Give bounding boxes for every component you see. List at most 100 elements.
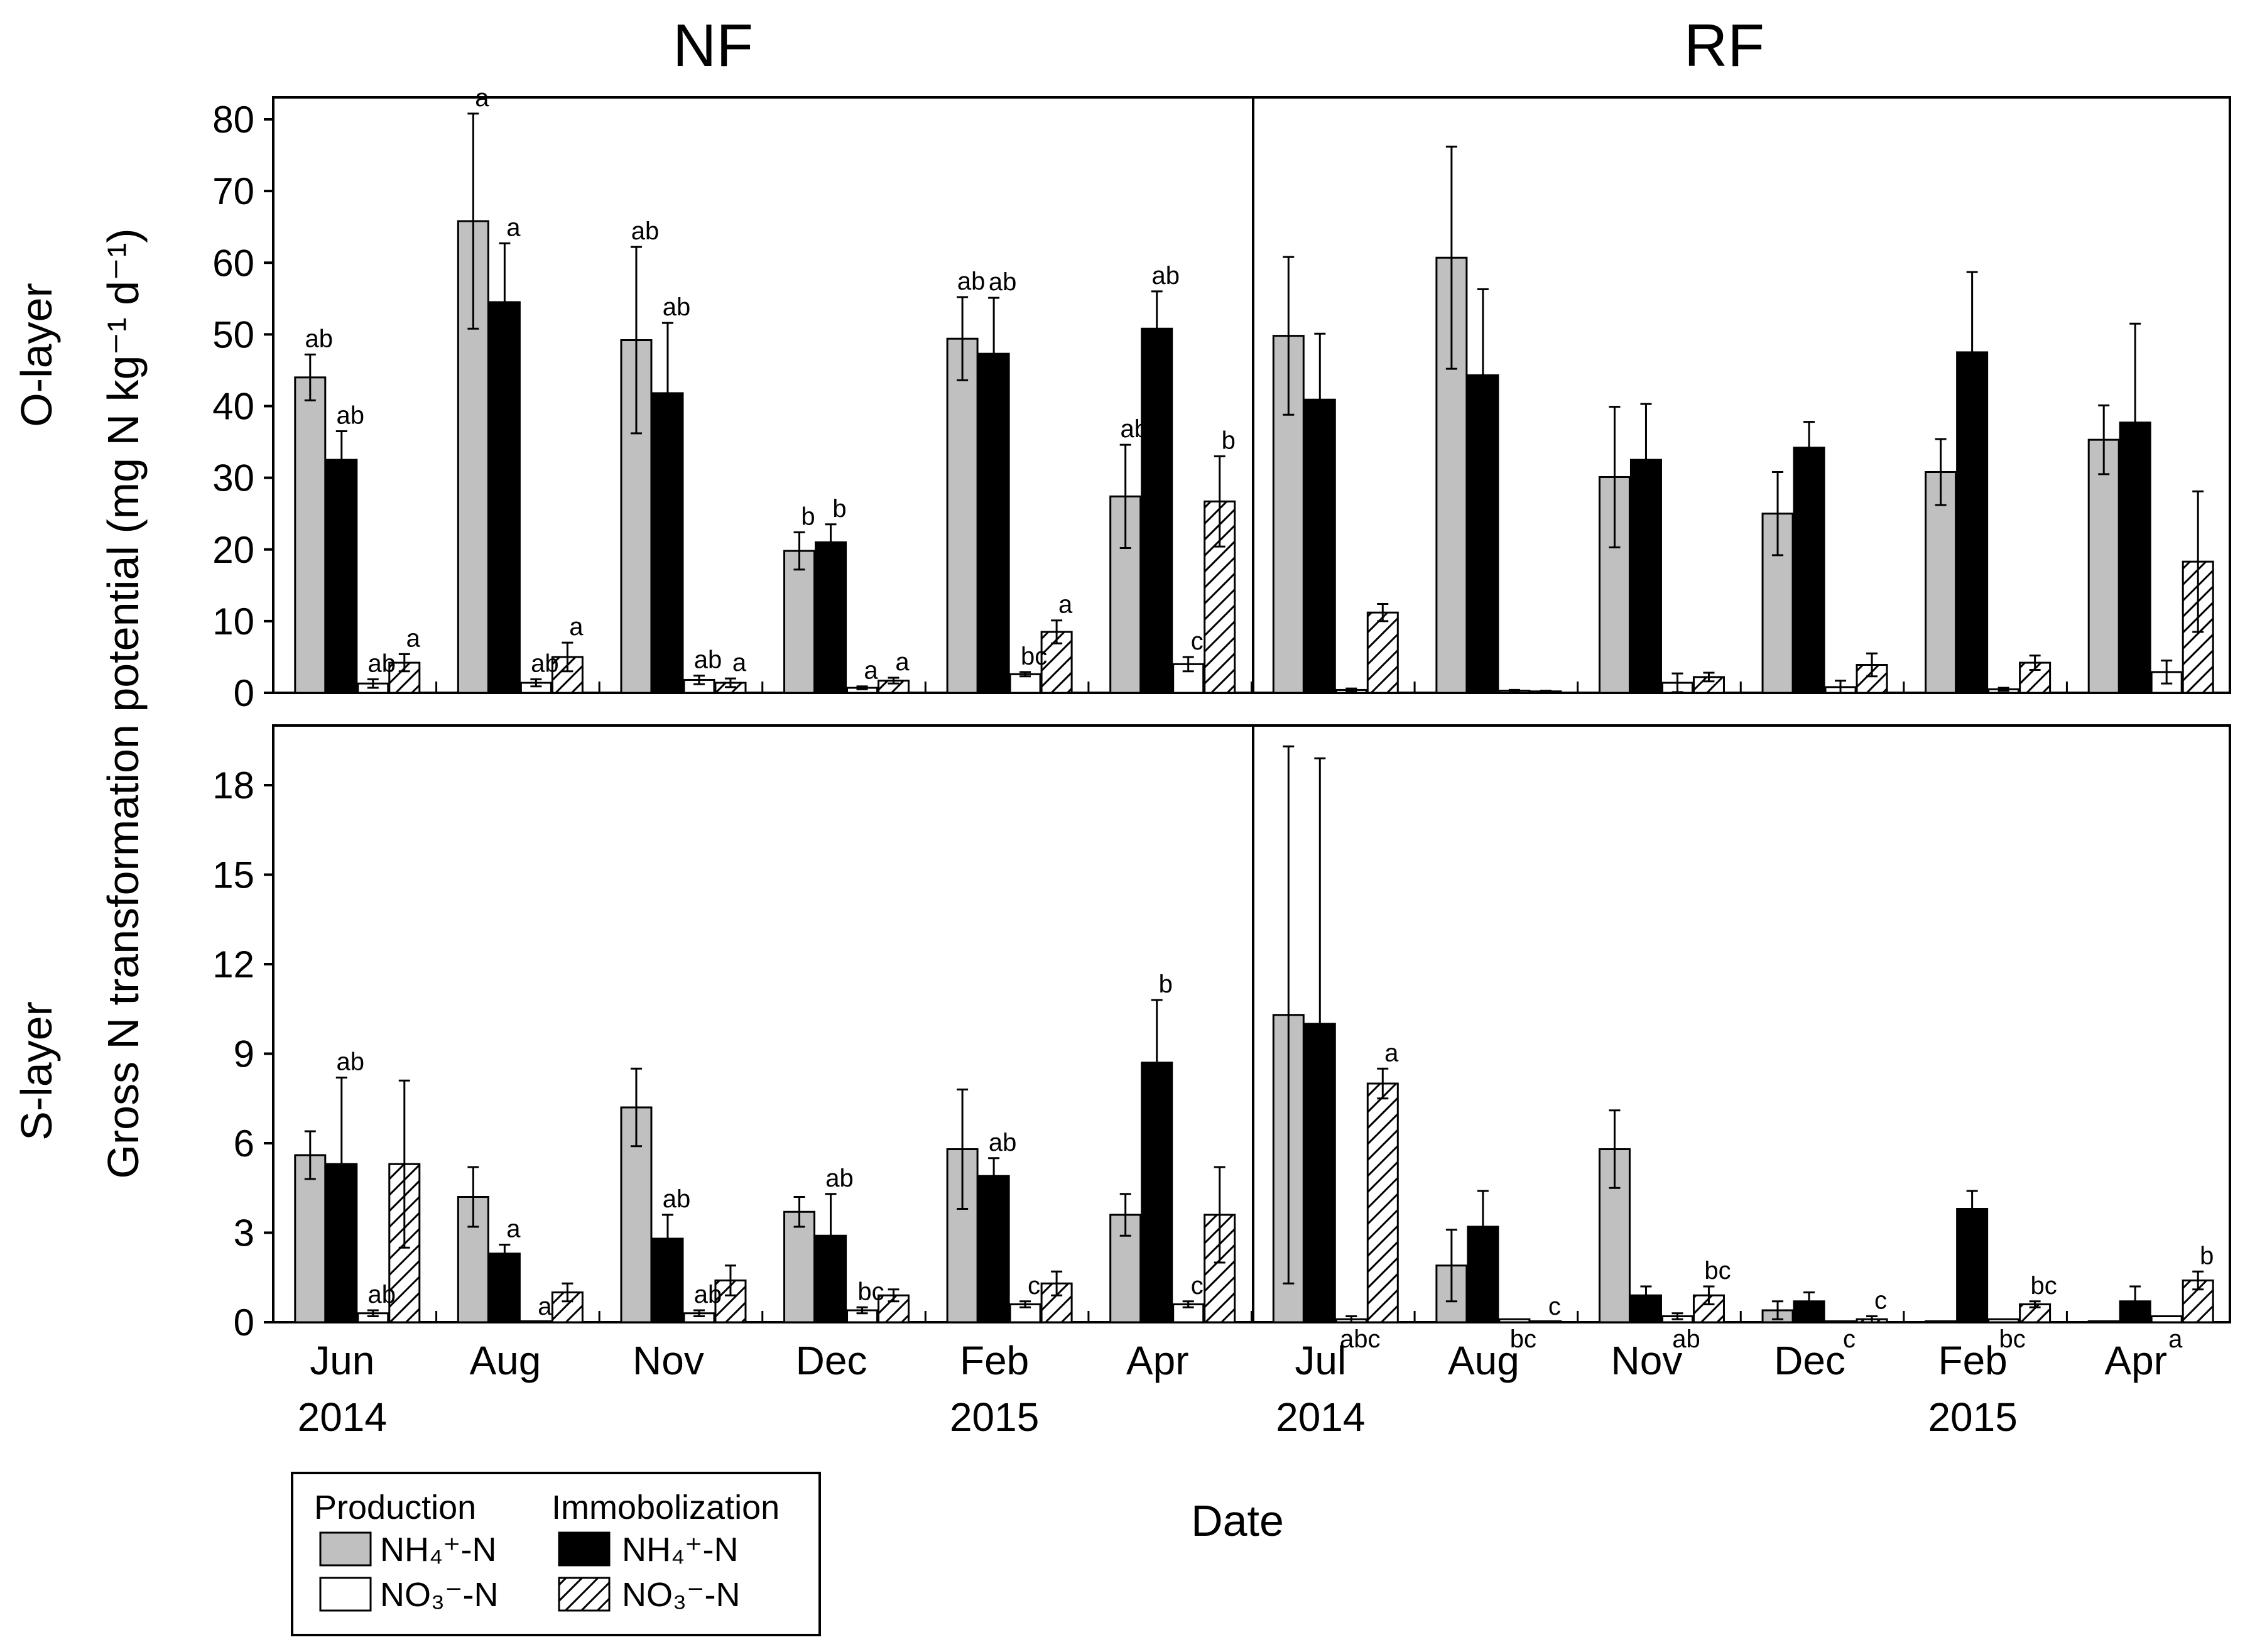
panel-title-rf: RF: [1684, 12, 1764, 79]
significance-letter: ab: [337, 401, 365, 429]
significance-letter: a: [538, 1293, 552, 1320]
bar-nh4-production: [1272, 335, 1305, 694]
legend-label-no3-production: NO₃⁻-N: [380, 1576, 498, 1614]
x-year-label: 2015: [1928, 1394, 2017, 1440]
legend: Production Immobolization NH₄⁺-N NO₃⁻-N …: [291, 1472, 821, 1636]
legend-label-nh4-production: NH₄⁺-N: [380, 1531, 497, 1568]
y-tick-label: 3: [234, 1212, 254, 1254]
bar-nh4-immobilization: [1141, 327, 1173, 694]
significance-letter: bc: [2031, 1272, 2057, 1300]
y-tick-label: 60: [212, 242, 254, 284]
bar-nh4-immobilization: [815, 541, 847, 694]
significance-letter: ab: [631, 217, 660, 245]
significance-letter: bc: [1021, 643, 1047, 670]
significance-letter: a: [1058, 591, 1073, 619]
bar-nh4-production: [2087, 438, 2120, 694]
bar-no3-production: [1498, 1318, 1531, 1323]
bar-nh4-immobilization: [1793, 447, 1825, 694]
significance-letter: a: [864, 657, 878, 685]
significance-letter: ab: [989, 268, 1017, 296]
y-tick-label: 20: [212, 529, 254, 571]
significance-letter: a: [475, 84, 489, 112]
bar-nh4-immobilization: [325, 459, 358, 694]
significance-letter: c: [1843, 1325, 1856, 1353]
significance-letter: ab: [368, 1281, 396, 1308]
bar-nh4-production: [1925, 470, 1957, 694]
x-month-label: Dec: [796, 1338, 867, 1383]
row-title-o-layer: O-layer: [12, 283, 61, 427]
x-month-label: Nov: [1611, 1338, 1683, 1383]
significance-letter: ab: [531, 649, 559, 677]
legend-box: [291, 1472, 821, 1636]
bar-no3-immobilization: [1530, 1320, 1562, 1323]
significance-letter: ab: [1151, 262, 1180, 290]
bar-nh4-production: [783, 1210, 816, 1323]
significance-letter: a: [1384, 1039, 1399, 1067]
bar-no3-production: [1987, 1318, 2020, 1323]
significance-letter: c: [1191, 1272, 1204, 1300]
x-month-label: Aug: [469, 1338, 541, 1383]
bar-no3-immobilization: [1366, 611, 1399, 694]
significance-letter: a: [732, 649, 747, 677]
significance-letter: c: [1191, 628, 1204, 655]
x-year-label: 2014: [1276, 1394, 1365, 1440]
legend-label-nh4-immobilization: NH₄⁺-N: [622, 1531, 739, 1568]
significance-letter: ab: [957, 268, 986, 295]
x-month-label: Aug: [1448, 1338, 1519, 1383]
bar-nh4-production: [1925, 1320, 1957, 1323]
bar-nh4-immobilization: [488, 1253, 521, 1323]
y-tick-label: 0: [234, 1301, 254, 1344]
bar-no3-production: [2150, 1315, 2183, 1323]
row-title-s-layer: S-layer: [12, 1001, 61, 1141]
significance-letter: ab: [694, 646, 722, 674]
y-tick-label: 12: [212, 943, 254, 986]
x-month-label: Nov: [633, 1338, 704, 1383]
y-tick-label: 10: [212, 600, 254, 643]
significance-letter: ab: [663, 1185, 691, 1213]
y-tick-label: 6: [234, 1122, 254, 1165]
significance-letter: ab: [663, 293, 691, 321]
significance-letter: ab: [989, 1129, 1017, 1156]
bar-nh4-immobilization: [488, 301, 521, 694]
significance-letter: bc: [1704, 1257, 1731, 1285]
y-tick-label: 30: [212, 457, 254, 499]
x-month-label: Apr: [1126, 1338, 1189, 1383]
significance-letter: a: [895, 648, 910, 676]
x-axis-title: Date: [1191, 1496, 1284, 1545]
y-tick-label: 0: [234, 672, 254, 714]
significance-letter: bc: [1999, 1325, 2026, 1353]
legend-swatch-no3-production: [319, 1577, 372, 1612]
significance-letter: ab: [825, 1165, 854, 1192]
y-tick-label: 9: [234, 1033, 254, 1075]
x-month-label: Feb: [1938, 1338, 2007, 1383]
x-month-label: Apr: [2104, 1338, 2167, 1383]
bar-no3-immobilization: [1040, 631, 1073, 694]
significance-letter: b: [801, 503, 815, 530]
y-tick-label: 15: [212, 854, 254, 896]
bar-nh4-immobilization: [1629, 1294, 1662, 1323]
y-axis-title: Gross N transformation potential (mg N k…: [99, 228, 148, 1178]
legend-immobilization-title: Immobolization: [552, 1489, 780, 1526]
y-tick-label: 50: [212, 313, 254, 356]
y-tick-label: 80: [212, 99, 254, 141]
bar-nh4-production: [2087, 1320, 2120, 1323]
legend-production-title: Production: [314, 1489, 476, 1526]
bar-nh4-production: [294, 376, 327, 694]
significance-letter: ab: [694, 1281, 722, 1308]
bar-no3-production: [519, 1320, 552, 1323]
legend-swatch-no3-immobilization: [558, 1577, 611, 1612]
s-layer-frame: [272, 724, 2231, 1323]
significance-letter: ab: [305, 325, 334, 352]
significance-letter: b: [1222, 427, 1236, 454]
significance-letter: bc: [1510, 1325, 1536, 1353]
significance-letter: c: [1874, 1287, 1887, 1315]
significance-letter: ab: [368, 649, 396, 677]
bar-nh4-production: [294, 1154, 327, 1323]
bar-nh4-production: [946, 337, 979, 694]
bar-nh4-production: [783, 550, 816, 694]
significance-letter: abc: [1340, 1325, 1381, 1353]
x-month-label: Jul: [1295, 1338, 1346, 1383]
significance-letter: ab: [1120, 415, 1148, 443]
significance-letter: b: [1159, 970, 1173, 998]
significance-letter: a: [506, 214, 521, 241]
